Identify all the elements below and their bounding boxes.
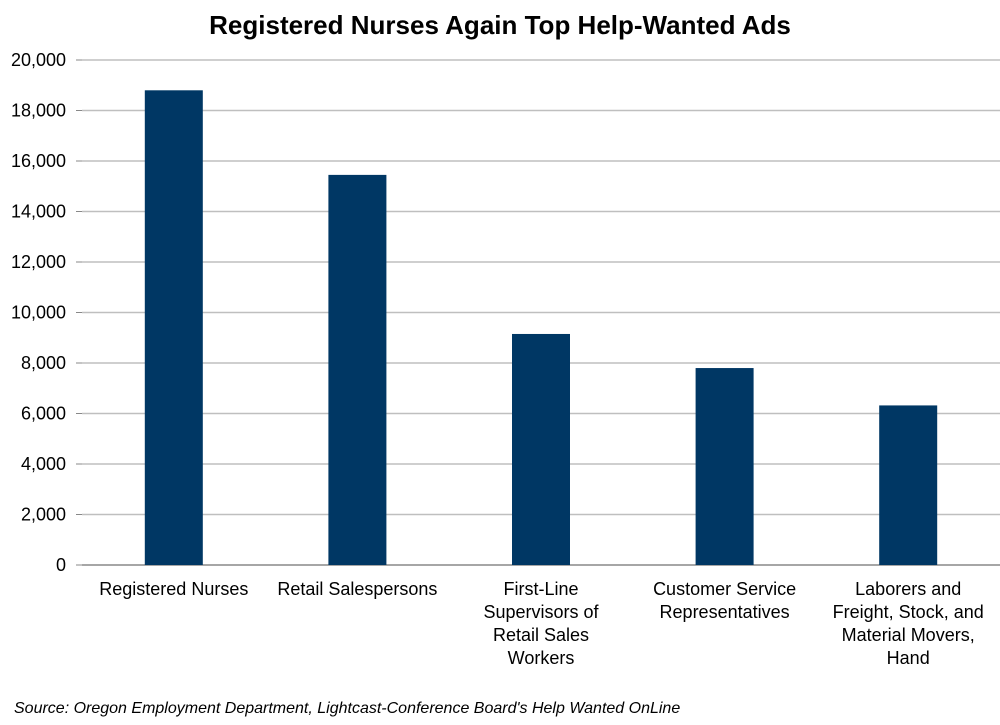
x-category-label: Workers bbox=[508, 648, 575, 668]
bar bbox=[144, 90, 203, 566]
x-category-label: Customer Service bbox=[653, 579, 796, 599]
y-tick-label: 14,000 bbox=[11, 202, 66, 222]
y-tick-label: 18,000 bbox=[11, 101, 66, 121]
bars bbox=[144, 90, 938, 566]
y-tick-label: 2,000 bbox=[21, 505, 66, 525]
bar bbox=[695, 368, 754, 565]
bar bbox=[328, 174, 387, 565]
x-category-label: Material Movers, bbox=[842, 625, 975, 645]
y-tick-label: 4,000 bbox=[21, 454, 66, 474]
y-tick-label: 10,000 bbox=[11, 303, 66, 323]
source-note: Source: Oregon Employment Department, Li… bbox=[14, 700, 681, 717]
y-axis: 0 2,000 4,000 6,000 8,000 10,000 12,000 14,000 1… bbox=[11, 50, 82, 575]
x-category-label: Laborers and bbox=[855, 579, 961, 599]
x-category-label: Supervisors of bbox=[483, 602, 599, 622]
bar bbox=[512, 333, 570, 565]
y-tick-label: 8,000 bbox=[21, 353, 66, 373]
x-category-label: Hand bbox=[887, 648, 930, 668]
x-category-label: Retail Sales bbox=[493, 625, 589, 645]
y-tick-label: 0 bbox=[56, 555, 66, 575]
x-category-label: Registered Nurses bbox=[99, 579, 248, 599]
chart-title: Registered Nurses Again Top Help-Wanted … bbox=[209, 10, 791, 40]
bar bbox=[879, 405, 938, 565]
y-tick-label: 12,000 bbox=[11, 252, 66, 272]
y-tick-label: 6,000 bbox=[21, 404, 66, 424]
x-category-label: Representatives bbox=[660, 602, 790, 622]
bar-chart: 0 2,000 4,000 6,000 8,000 10,000 12,000 14,000 1… bbox=[11, 50, 1000, 668]
x-category-label: Freight, Stock, and bbox=[833, 602, 984, 622]
x-axis-labels: Registered Nurses Retail Salespersons Firs… bbox=[99, 579, 983, 668]
x-category-label: First-Line bbox=[503, 579, 578, 599]
y-tick-label: 16,000 bbox=[11, 151, 66, 171]
x-category-label: Retail Salespersons bbox=[277, 579, 437, 599]
y-tick-label: 20,000 bbox=[11, 50, 66, 70]
